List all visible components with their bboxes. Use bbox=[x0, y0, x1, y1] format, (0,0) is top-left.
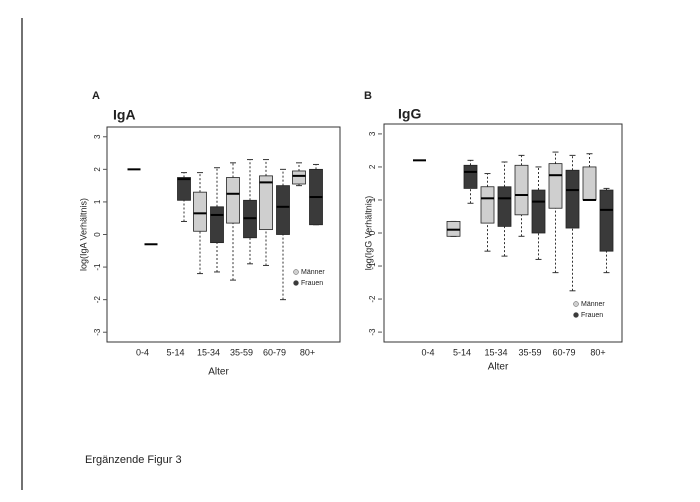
box bbox=[565, 169, 580, 229]
legend-label: Frauen bbox=[301, 280, 323, 287]
x-tick-label: 5-14 bbox=[453, 347, 471, 357]
x-tick-label: 0-4 bbox=[136, 347, 149, 357]
x-tick-label: 60-79 bbox=[263, 347, 286, 357]
box bbox=[599, 189, 614, 252]
panel-label: B bbox=[364, 90, 372, 102]
chart-title: IgG bbox=[398, 106, 421, 122]
x-tick-label: 35-59 bbox=[518, 347, 541, 357]
legend-label: Frauen bbox=[581, 312, 603, 319]
y-tick-label: 2 bbox=[93, 167, 102, 172]
x-tick-label: 15-34 bbox=[197, 347, 220, 357]
box bbox=[259, 175, 273, 231]
box bbox=[497, 186, 512, 227]
y-tick-label: 2 bbox=[368, 164, 377, 169]
box bbox=[177, 177, 191, 201]
box bbox=[276, 185, 290, 235]
panel-label: A bbox=[92, 90, 100, 102]
y-tick-label: 1 bbox=[368, 197, 377, 202]
y-tick-label: -1 bbox=[368, 262, 377, 270]
x-tick-label: 60-79 bbox=[552, 347, 575, 357]
y-axis-label: log(IgG Verhältnis) bbox=[363, 196, 373, 271]
y-tick-label: 3 bbox=[368, 131, 377, 136]
y-tick-label: 1 bbox=[93, 199, 102, 204]
box bbox=[210, 206, 224, 244]
box bbox=[193, 191, 207, 232]
x-tick-label: 80+ bbox=[590, 347, 605, 357]
y-tick-label: -3 bbox=[93, 328, 102, 336]
x-axis-label: Alter bbox=[488, 362, 509, 373]
legend-label: Männer bbox=[581, 301, 605, 308]
y-tick-label: -2 bbox=[93, 296, 102, 304]
box bbox=[292, 170, 306, 185]
x-tick-label: 0-4 bbox=[421, 347, 434, 357]
box bbox=[480, 186, 495, 224]
legend-label: Männer bbox=[301, 269, 325, 276]
y-tick-label: 0 bbox=[93, 232, 102, 237]
box bbox=[582, 166, 597, 201]
y-tick-label: 0 bbox=[368, 230, 377, 235]
x-tick-label: 15-34 bbox=[484, 347, 507, 357]
x-axis-label: Alter bbox=[208, 367, 229, 378]
x-tick-label: 35-59 bbox=[230, 347, 253, 357]
box bbox=[514, 164, 529, 216]
x-tick-label: 80+ bbox=[300, 347, 315, 357]
box bbox=[548, 163, 563, 209]
box bbox=[531, 189, 546, 234]
y-tick-label: -1 bbox=[93, 263, 102, 271]
caption: Ergänzende Figur 3 bbox=[85, 454, 182, 466]
y-axis-label: log(IgA Verhältnis) bbox=[78, 198, 88, 271]
box bbox=[463, 164, 478, 189]
chart-title: IgA bbox=[113, 107, 136, 123]
plot-frame bbox=[383, 123, 623, 343]
legend-swatch bbox=[573, 301, 579, 307]
y-tick-label: -3 bbox=[368, 328, 377, 336]
x-tick-label: 5-14 bbox=[166, 347, 184, 357]
y-tick-label: -2 bbox=[368, 295, 377, 303]
legend-swatch bbox=[573, 312, 579, 318]
y-tick-label: 3 bbox=[93, 134, 102, 139]
box bbox=[226, 177, 240, 224]
legend-swatch bbox=[293, 280, 299, 286]
legend-swatch bbox=[293, 269, 299, 275]
